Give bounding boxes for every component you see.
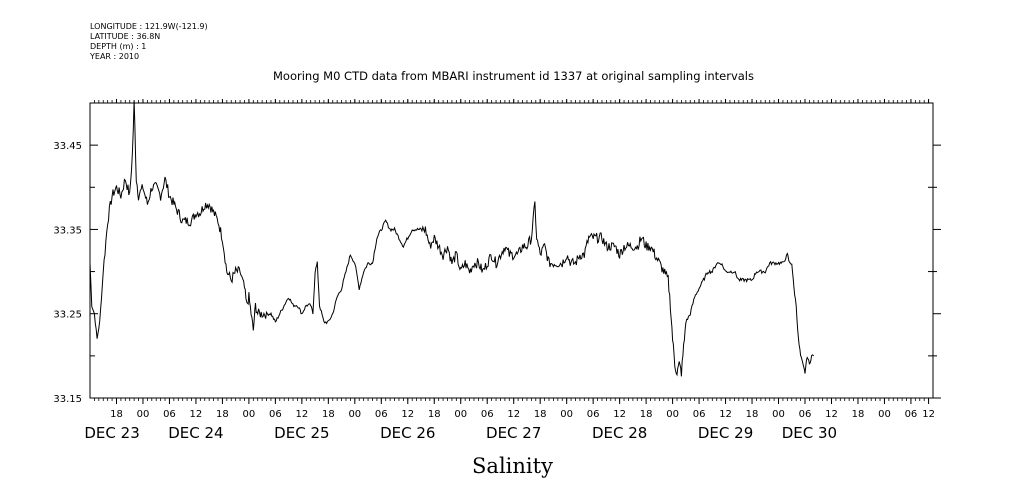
meta-year: YEAR : 2010: [90, 52, 140, 61]
x-tick-label: 00: [666, 409, 679, 420]
x-tick-label: 00: [454, 409, 467, 420]
x-axis-label: Salinity: [472, 454, 553, 478]
x-tick-label: 18: [428, 409, 441, 420]
x-tick-label: 06: [375, 409, 388, 420]
x-tick-label: 18: [110, 409, 123, 420]
x-tick-label: 18: [640, 409, 653, 420]
x-tick-label: 06: [269, 409, 282, 420]
x-tick-label: 12: [401, 409, 414, 420]
x-tick-label: 18: [534, 409, 547, 420]
x-tick-label: 06: [799, 409, 812, 420]
x-tick-label: 12: [719, 409, 732, 420]
x-tick-label: 00: [878, 409, 891, 420]
x-tick-label: 18: [852, 409, 865, 420]
x-tick-label: 06: [693, 409, 706, 420]
y-tick-label: 33.35: [53, 225, 82, 236]
x-tick-label: 00: [348, 409, 361, 420]
x-axis: 18 00 06 12 18 00 06 12 18 00 06 12 18 00 06 12 18 00 06 12…: [84, 99, 935, 442]
x-tick-label: 12: [613, 409, 626, 420]
y-tick-label: 33.45: [53, 141, 82, 152]
x-day-label: DEC 26: [380, 424, 435, 442]
x-tick-label: 06: [163, 409, 176, 420]
meta-depth: DEPTH (m) : 1: [90, 42, 147, 51]
metadata-block: LONGITUDE : 121.9W(-121.9) LATITUDE : 36…: [90, 22, 208, 62]
y-tick-label: 33.15: [53, 394, 82, 405]
y-axis: 33.15 33.25 33.35 33.45: [53, 141, 941, 405]
x-tick-label: 18: [216, 409, 229, 420]
x-tick-label: 12: [190, 409, 203, 420]
x-tick-label: 06: [481, 409, 494, 420]
x-tick-label: 00: [560, 409, 573, 420]
x-tick-label: 12: [507, 409, 520, 420]
x-day-label: DEC 23: [84, 424, 139, 442]
salinity-series-line: [89, 100, 815, 377]
x-day-label: DEC 25: [274, 424, 329, 442]
x-tick-label: 18: [322, 409, 335, 420]
meta-longitude: LONGITUDE : 121.9W(-121.9): [90, 22, 208, 31]
plot-frame: [89, 102, 934, 399]
x-tick-label: 12: [922, 409, 935, 420]
x-day-label: DEC 29: [698, 424, 753, 442]
x-tick-label: 12: [295, 409, 308, 420]
minor-ticks: [94, 100, 929, 401]
x-tick-label: 00: [137, 409, 150, 420]
meta-latitude: LATITUDE : 36.8N: [90, 32, 161, 41]
y-tick-label: 33.25: [53, 310, 82, 321]
x-tick-label: 06: [905, 409, 918, 420]
x-day-label: DEC 24: [168, 424, 223, 442]
chart-title: Mooring M0 CTD data from MBARI instrumen…: [273, 69, 754, 83]
x-tick-label: 12: [825, 409, 838, 420]
x-day-label: DEC 27: [486, 424, 541, 442]
x-day-label: DEC 30: [782, 424, 837, 442]
x-day-label: DEC 28: [592, 424, 647, 442]
x-tick-label: 00: [772, 409, 785, 420]
x-tick-label: 00: [243, 409, 256, 420]
x-tick-label: 06: [587, 409, 600, 420]
x-tick-label: 18: [746, 409, 759, 420]
